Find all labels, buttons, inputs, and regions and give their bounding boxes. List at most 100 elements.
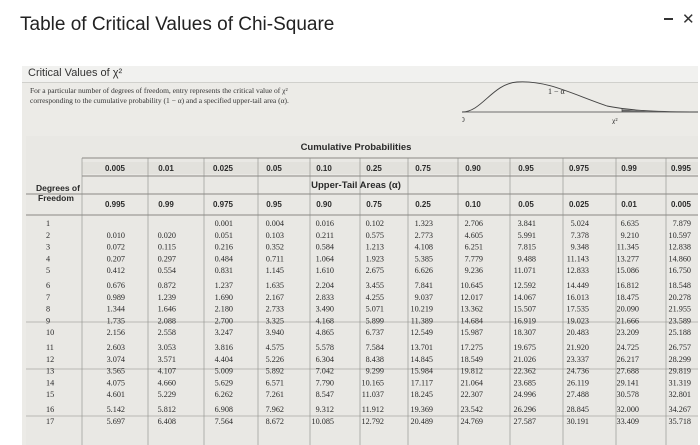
- critical-value-cell: 7.378: [571, 231, 589, 240]
- critical-value-cell: 7.042: [316, 367, 334, 376]
- critical-value-cell: 0.001: [215, 219, 233, 228]
- critical-value-cell: 2.180: [215, 305, 233, 314]
- critical-value-cell: 1.610: [316, 266, 334, 275]
- critical-value-cell: 7.815: [518, 243, 536, 252]
- critical-value-cell: 4.601: [107, 390, 125, 399]
- critical-value-cell: 6.635: [621, 219, 639, 228]
- upper-tail-area-header: 0.975: [213, 200, 234, 209]
- critical-value-cell: 0.115: [158, 243, 176, 252]
- description-line-2: corresponding to the cumulative probabil…: [30, 96, 289, 105]
- critical-value-cell: 28.845: [566, 405, 589, 414]
- critical-value-cell: 2.558: [158, 328, 176, 337]
- upper-tail-area-header: 0.25: [415, 200, 431, 209]
- critical-value-cell: 0.211: [316, 231, 334, 240]
- critical-value-cell: 7.962: [266, 405, 284, 414]
- critical-value-cell: 20.278: [668, 293, 691, 302]
- critical-value-cell: 0.004: [266, 219, 284, 228]
- critical-value-cell: 11.071: [514, 266, 536, 275]
- critical-value-cell: 21.064: [460, 378, 483, 387]
- cumulative-probability-header: 0.90: [465, 164, 481, 173]
- critical-value-cell: 6.262: [215, 390, 233, 399]
- critical-value-cell: 20.090: [616, 305, 639, 314]
- cumulative-probability-header: 0.05: [266, 164, 282, 173]
- critical-value-cell: 10.645: [460, 281, 483, 290]
- critical-value-cell: 7.841: [415, 281, 433, 290]
- critical-value-cell: 3.571: [158, 355, 176, 364]
- critical-value-cell: 12.549: [410, 328, 433, 337]
- critical-value-cell: 12.838: [668, 243, 691, 252]
- critical-value-cell: 14.684: [460, 316, 483, 325]
- critical-value-cell: 5.229: [158, 390, 176, 399]
- critical-value-cell: 23.337: [566, 355, 589, 364]
- critical-value-cell: 9.236: [465, 266, 483, 275]
- critical-value-cell: 8.547: [316, 390, 334, 399]
- critical-value-cell: 1.239: [158, 293, 176, 302]
- critical-value-cell: 10.597: [668, 231, 691, 240]
- critical-value-cell: 26.757: [668, 343, 691, 352]
- critical-value-cell: 3.940: [266, 328, 284, 337]
- critical-value-cell: 6.304: [316, 355, 334, 364]
- critical-value-cell: 10.219: [410, 305, 433, 314]
- critical-value-cell: 7.779: [465, 254, 483, 263]
- upper-tail-area-header: 0.01: [621, 200, 637, 209]
- critical-value-cell: 1.145: [266, 266, 284, 275]
- critical-value-cell: 7.564: [215, 417, 233, 426]
- critical-value-cell: 4.404: [215, 355, 233, 364]
- critical-value-cell: 11.345: [617, 243, 639, 252]
- section-header: Critical Values of χ²: [22, 66, 698, 83]
- critical-value-cell: 5.578: [316, 343, 334, 352]
- critical-value-cell: 5.991: [518, 231, 536, 240]
- critical-value-cell: 0.102: [366, 219, 384, 228]
- critical-value-cell: 1.635: [266, 281, 284, 290]
- critical-value-cell: 3.565: [107, 367, 125, 376]
- cumulative-probability-header: 0.005: [105, 164, 126, 173]
- critical-value-cell: 18.475: [616, 293, 639, 302]
- minimize-icon[interactable]: [664, 18, 673, 20]
- critical-value-cell: 9.299: [366, 367, 384, 376]
- critical-value-cell: 17.275: [460, 343, 483, 352]
- critical-value-cell: 4.865: [316, 328, 334, 337]
- critical-value-cell: 15.987: [460, 328, 483, 337]
- critical-value-cell: 6.251: [465, 243, 483, 252]
- critical-value-cell: 23.589: [668, 316, 691, 325]
- critical-value-cell: 0.554: [158, 266, 176, 275]
- critical-value-cell: 6.571: [266, 378, 284, 387]
- critical-value-cell: 4.075: [107, 378, 125, 387]
- description-line-1: For a particular number of degrees of fr…: [30, 86, 288, 95]
- critical-value-cell: 4.108: [415, 243, 433, 252]
- critical-value-cell: 34.267: [668, 405, 691, 414]
- critical-value-cell: 15.507: [513, 305, 536, 314]
- critical-value-cell: 8.438: [366, 355, 384, 364]
- critical-value-cell: 12.592: [513, 281, 536, 290]
- critical-value-cell: 8.672: [266, 417, 284, 426]
- critical-value-cell: 16.013: [566, 293, 589, 302]
- critical-value-cell: 12.792: [361, 417, 384, 426]
- close-icon[interactable]: ✕: [682, 10, 695, 28]
- cumulative-probability-header: 0.95: [518, 164, 534, 173]
- critical-value-cell: 21.026: [513, 355, 536, 364]
- upper-tail-area-header: 0.005: [671, 200, 692, 209]
- cumulative-probability-header: 0.995: [671, 164, 692, 173]
- cumulative-probability-header: 0.025: [213, 164, 234, 173]
- critical-value-cell: 2.733: [266, 305, 284, 314]
- critical-value-cell: 0.010: [107, 231, 125, 240]
- critical-value-cell: 4.575: [266, 343, 284, 352]
- critical-value-cell: 0.216: [215, 243, 233, 252]
- window-controls: ✕: [660, 10, 700, 30]
- cumulative-probabilities-title: Cumulative Probabilities: [301, 142, 412, 153]
- critical-value-cell: 3.490: [316, 305, 334, 314]
- chi-square-curve-figure: 1 − α 0 χ²: [462, 81, 698, 124]
- critical-value-cell: 5.024: [571, 219, 589, 228]
- critical-value-cell: 6.908: [215, 405, 233, 414]
- df-value: 14: [46, 378, 54, 387]
- df-value: 13: [46, 367, 54, 376]
- critical-value-cell: 2.088: [158, 316, 176, 325]
- critical-value-cell: 5.226: [266, 355, 284, 364]
- critical-value-cell: 2.773: [415, 231, 433, 240]
- critical-value-cell: 7.261: [266, 390, 284, 399]
- critical-value-cell: 3.325: [266, 316, 284, 325]
- critical-value-cell: 6.737: [366, 328, 384, 337]
- section-title: Critical Values of χ²: [28, 67, 123, 79]
- critical-value-cell: 5.009: [215, 367, 233, 376]
- critical-value-cell: 3.053: [158, 343, 176, 352]
